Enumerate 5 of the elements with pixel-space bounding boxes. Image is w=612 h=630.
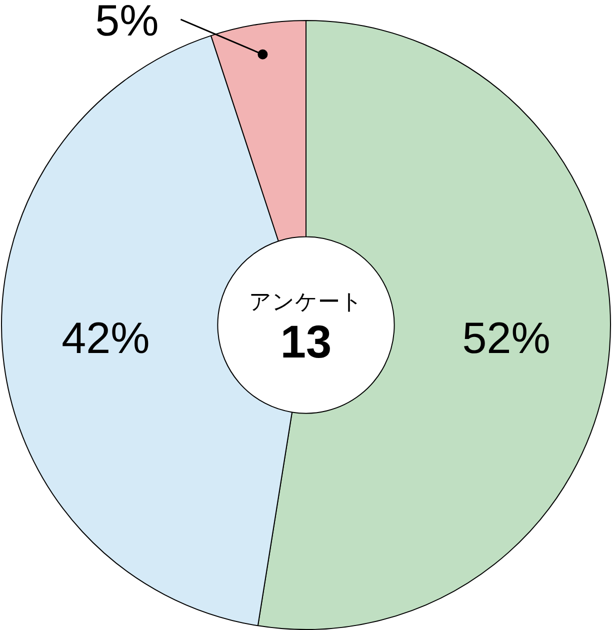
data-label: 42% (62, 314, 150, 364)
text: 13 (280, 316, 332, 368)
text: アンケート (249, 289, 363, 314)
data-label: 52% (462, 314, 550, 364)
data-label: 5% (95, 0, 159, 46)
